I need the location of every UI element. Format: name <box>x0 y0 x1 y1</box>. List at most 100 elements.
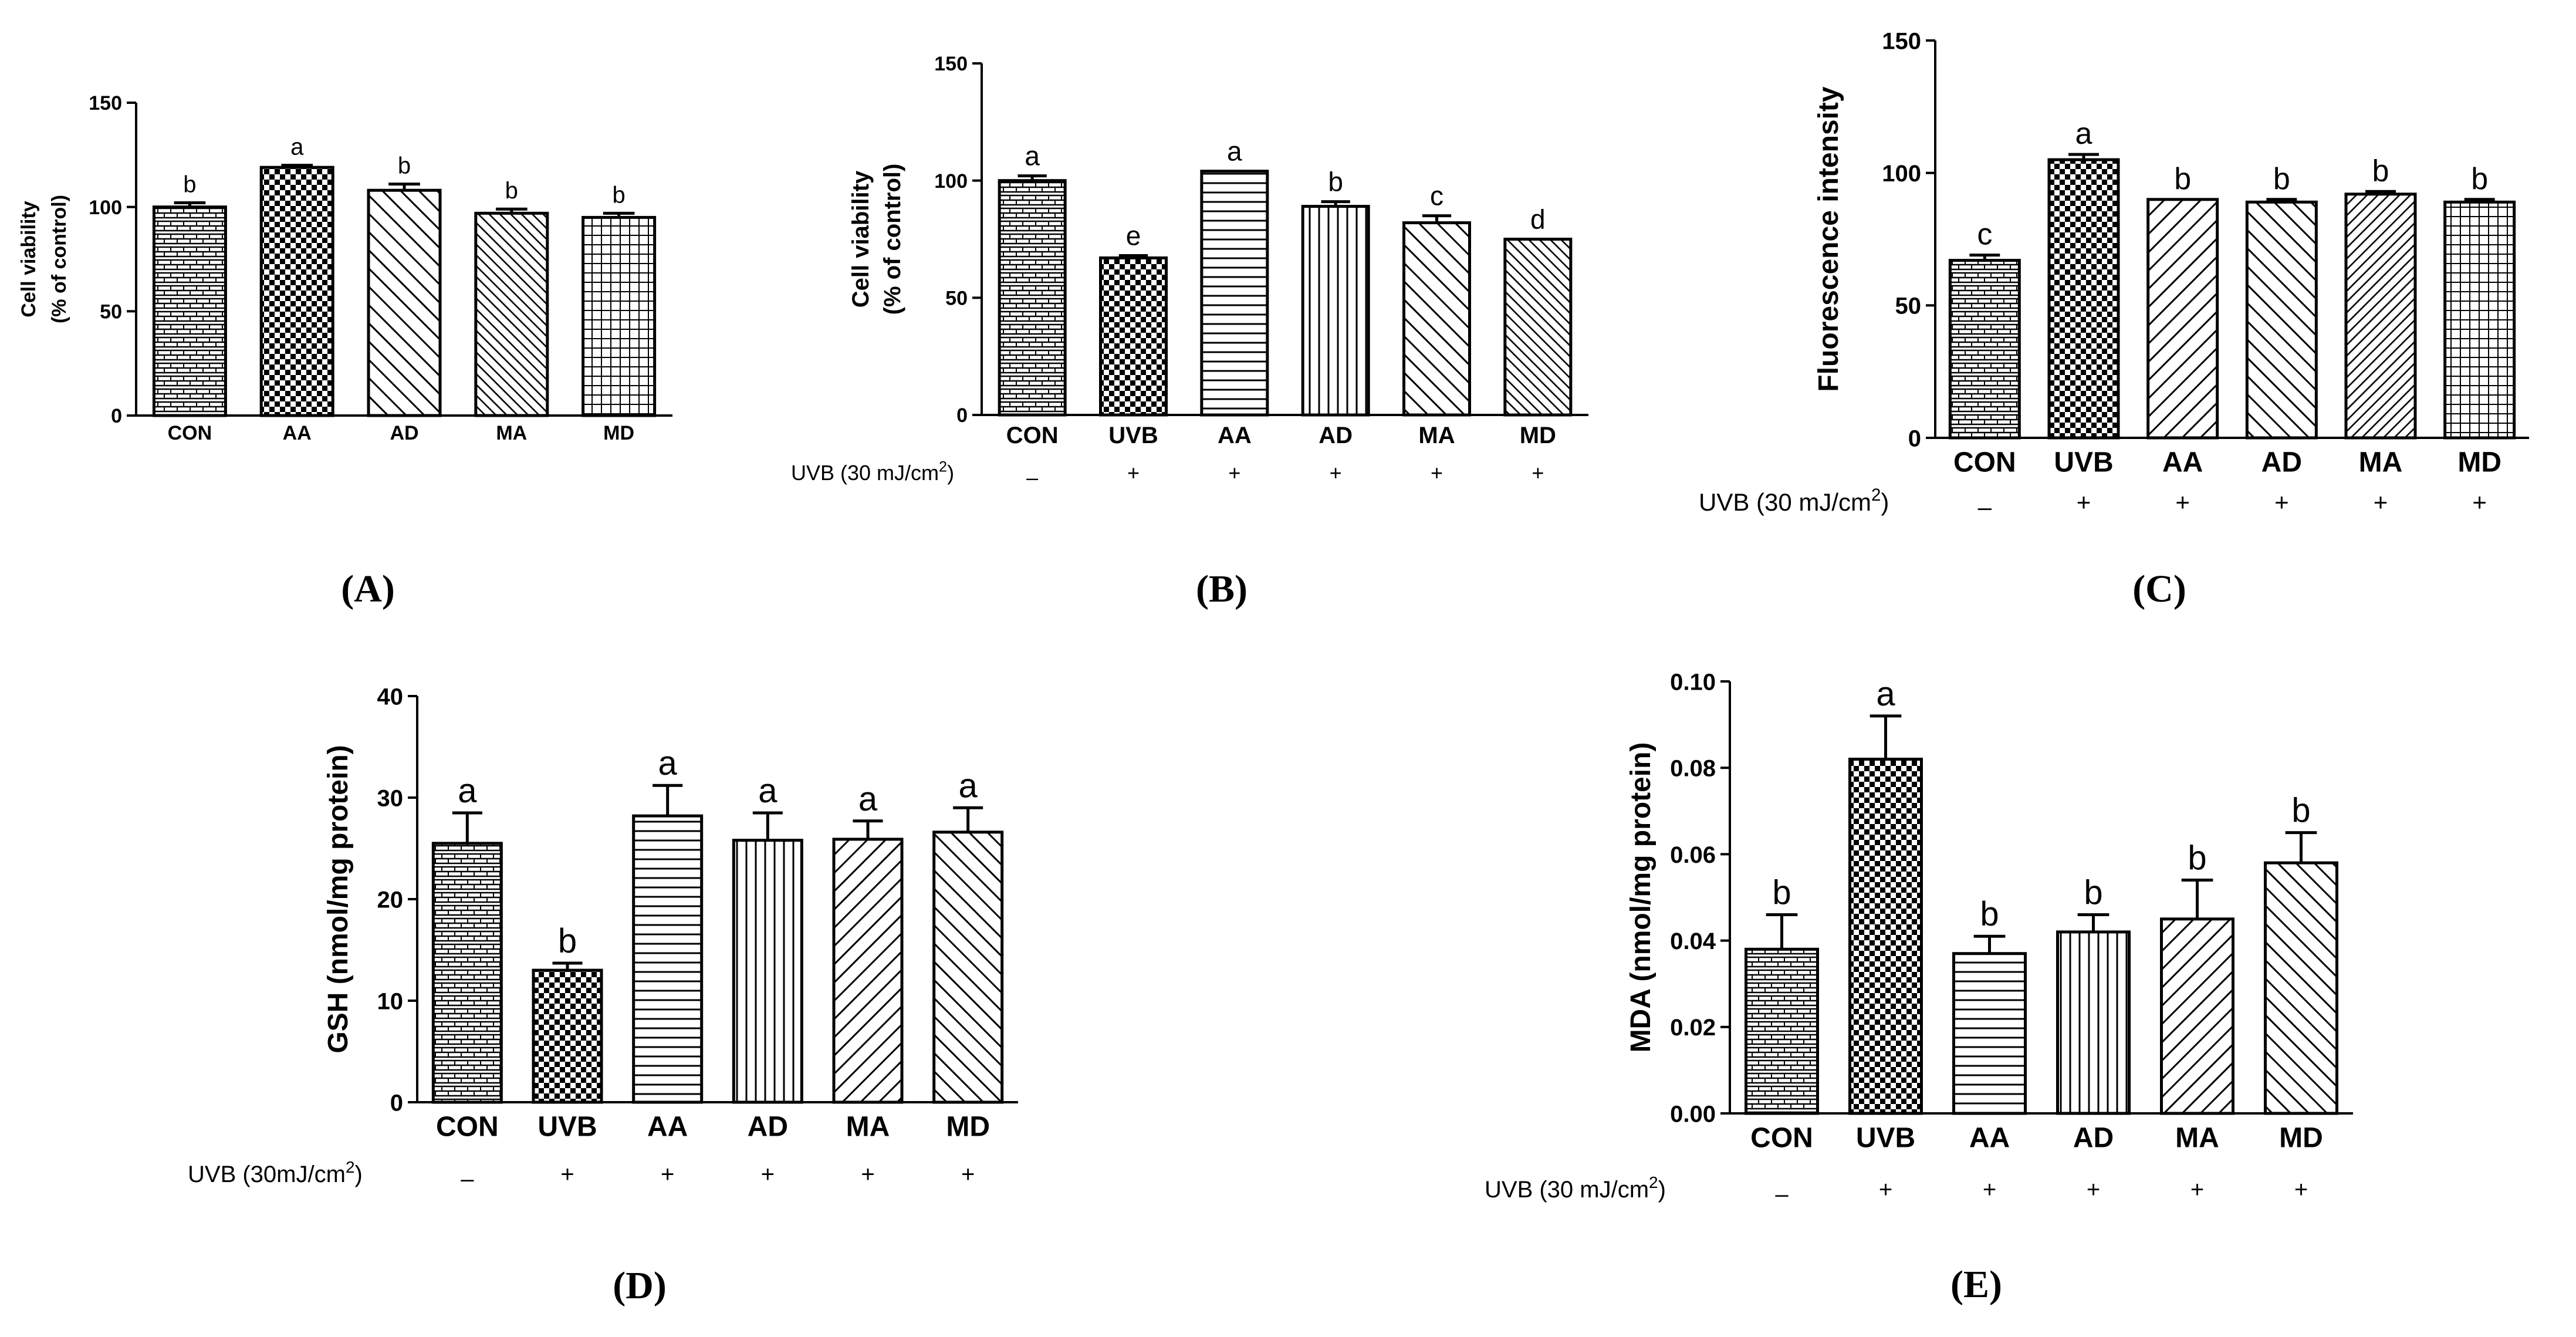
significance-letter: e <box>1126 220 1141 251</box>
condition-sign: + <box>1228 461 1240 485</box>
bar-ma <box>832 838 904 1104</box>
bar-uvb <box>1848 757 1923 1115</box>
condition-sign: + <box>2190 1177 2204 1203</box>
significance-letter: b <box>2291 792 2310 830</box>
panel-label: (B) <box>1196 568 1248 610</box>
y-tick-label: 100 <box>934 170 968 193</box>
condition-sign: + <box>2294 1177 2308 1203</box>
y-axis-title: Cell viability <box>848 170 874 308</box>
bar-con <box>998 179 1067 417</box>
significance-letter: b <box>2084 873 2102 911</box>
category-label: AA <box>647 1112 688 1143</box>
y-tick-label: 50 <box>945 288 968 310</box>
y-tick-label: 0 <box>390 1090 403 1116</box>
y-axis-title: (% of control) <box>48 195 70 323</box>
chart-d: 0 10 20 30 40 GSH (nmol/mg protein) a CON b UVB a A… <box>188 684 1018 1307</box>
y-tick-label: 50 <box>1895 293 1922 319</box>
bar-ma <box>1402 221 1471 417</box>
significance-letter: b <box>558 922 577 960</box>
bar-ad <box>2056 930 2131 1115</box>
condition-sign: + <box>1127 461 1140 485</box>
y-axis-title: GSH (nmol/mg protein) <box>323 745 354 1053</box>
significance-letter: b <box>183 172 196 198</box>
category-label: CON <box>1006 423 1059 448</box>
condition-label: UVB (30 mJ/cm2) <box>1699 485 1889 516</box>
significance-letter: c <box>1430 181 1443 211</box>
category-label: AA <box>283 422 312 444</box>
significance-letter: a <box>2075 117 2092 151</box>
condition-sign: + <box>2274 488 2289 516</box>
y-tick-label: 100 <box>89 197 122 219</box>
condition-sign: + <box>2175 488 2190 516</box>
bar-ma <box>474 211 549 417</box>
bar-uvb <box>532 968 603 1104</box>
y-tick-label: 150 <box>89 92 122 114</box>
bar-aa <box>259 166 334 417</box>
condition-label: UVB (30 mJ/cm2) <box>791 459 954 485</box>
condition-sign: – <box>1978 493 1992 521</box>
condition-label-text: UVB (30 mJ/cm <box>791 461 939 485</box>
y-tick-label: 50 <box>100 301 122 323</box>
bar-con <box>1745 947 1819 1115</box>
condition-superscript: 2 <box>346 1158 355 1176</box>
condition-label-end: ) <box>355 1162 363 1187</box>
category-label: MD <box>603 422 634 444</box>
y-axis-title: Fluorescence intensity <box>1813 86 1844 391</box>
y-tick-label: 150 <box>1882 28 1921 54</box>
significance-letter: b <box>1328 167 1343 197</box>
bar-con <box>152 205 227 417</box>
bar-uvb <box>2047 158 2120 440</box>
significance-letter: b <box>398 153 411 179</box>
category-label: MA <box>2175 1123 2219 1154</box>
category-label: MD <box>1520 423 1556 448</box>
condition-label-end: ) <box>1658 1177 1666 1203</box>
condition-sign: + <box>2077 488 2091 516</box>
significance-letter: b <box>2372 154 2389 188</box>
y-tick-label: 30 <box>377 785 404 811</box>
condition-sign: + <box>1431 461 1443 485</box>
condition-sign: + <box>961 1162 975 1187</box>
y-tick-label: 20 <box>377 887 404 913</box>
significance-letter: a <box>1876 675 1895 713</box>
bar-uvb <box>1099 256 1168 417</box>
category-label: UVB <box>1856 1123 1915 1154</box>
category-label: MA <box>1418 423 1455 448</box>
y-tick-label: 40 <box>377 684 404 710</box>
panel-label: (C) <box>2132 568 2186 610</box>
condition-sign: + <box>861 1162 874 1187</box>
category-label: AA <box>1969 1123 2010 1154</box>
chart-a: 0 50 100 150 Cell viability (% of control) b CO… <box>18 92 672 610</box>
significance-letter: d <box>1530 204 1546 235</box>
bar-aa <box>1200 170 1269 417</box>
category-label: MD <box>946 1112 990 1143</box>
bar-ad <box>367 188 442 417</box>
condition-sign: + <box>2087 1177 2100 1203</box>
condition-sign: + <box>2472 488 2487 516</box>
condition-superscript: 2 <box>939 459 947 475</box>
y-tick-label: 150 <box>934 53 968 75</box>
significance-letter: b <box>2174 162 2191 196</box>
condition-sign: + <box>2374 488 2388 516</box>
category-label: UVB <box>1108 423 1158 448</box>
condition-label-text: UVB (30 mJ/cm <box>1485 1177 1649 1203</box>
y-tick-label: 0.04 <box>1670 929 1716 954</box>
y-tick-label: 0.08 <box>1670 756 1716 782</box>
condition-sign: + <box>1532 461 1544 485</box>
category-label: AD <box>2073 1123 2114 1154</box>
category-label: AD <box>390 422 418 444</box>
panel-label: (E) <box>1950 1263 2002 1306</box>
condition-label-end: ) <box>1881 488 1889 516</box>
y-tick-label: 0.00 <box>1670 1101 1716 1127</box>
category-label: CON <box>1953 447 2016 478</box>
significance-letter: b <box>1980 895 1999 933</box>
condition-label-text: UVB (30mJ/cm <box>188 1162 346 1187</box>
category-label: MA <box>2359 447 2403 478</box>
condition-sign: – <box>461 1166 474 1192</box>
bar-md <box>2443 200 2516 440</box>
y-axis-title: MDA (nmol/mg protein) <box>1625 742 1657 1053</box>
category-label: CON <box>436 1112 499 1143</box>
significance-letter: a <box>1025 141 1040 171</box>
y-tick-label: 10 <box>377 988 404 1014</box>
y-tick-label: 0 <box>956 404 968 427</box>
